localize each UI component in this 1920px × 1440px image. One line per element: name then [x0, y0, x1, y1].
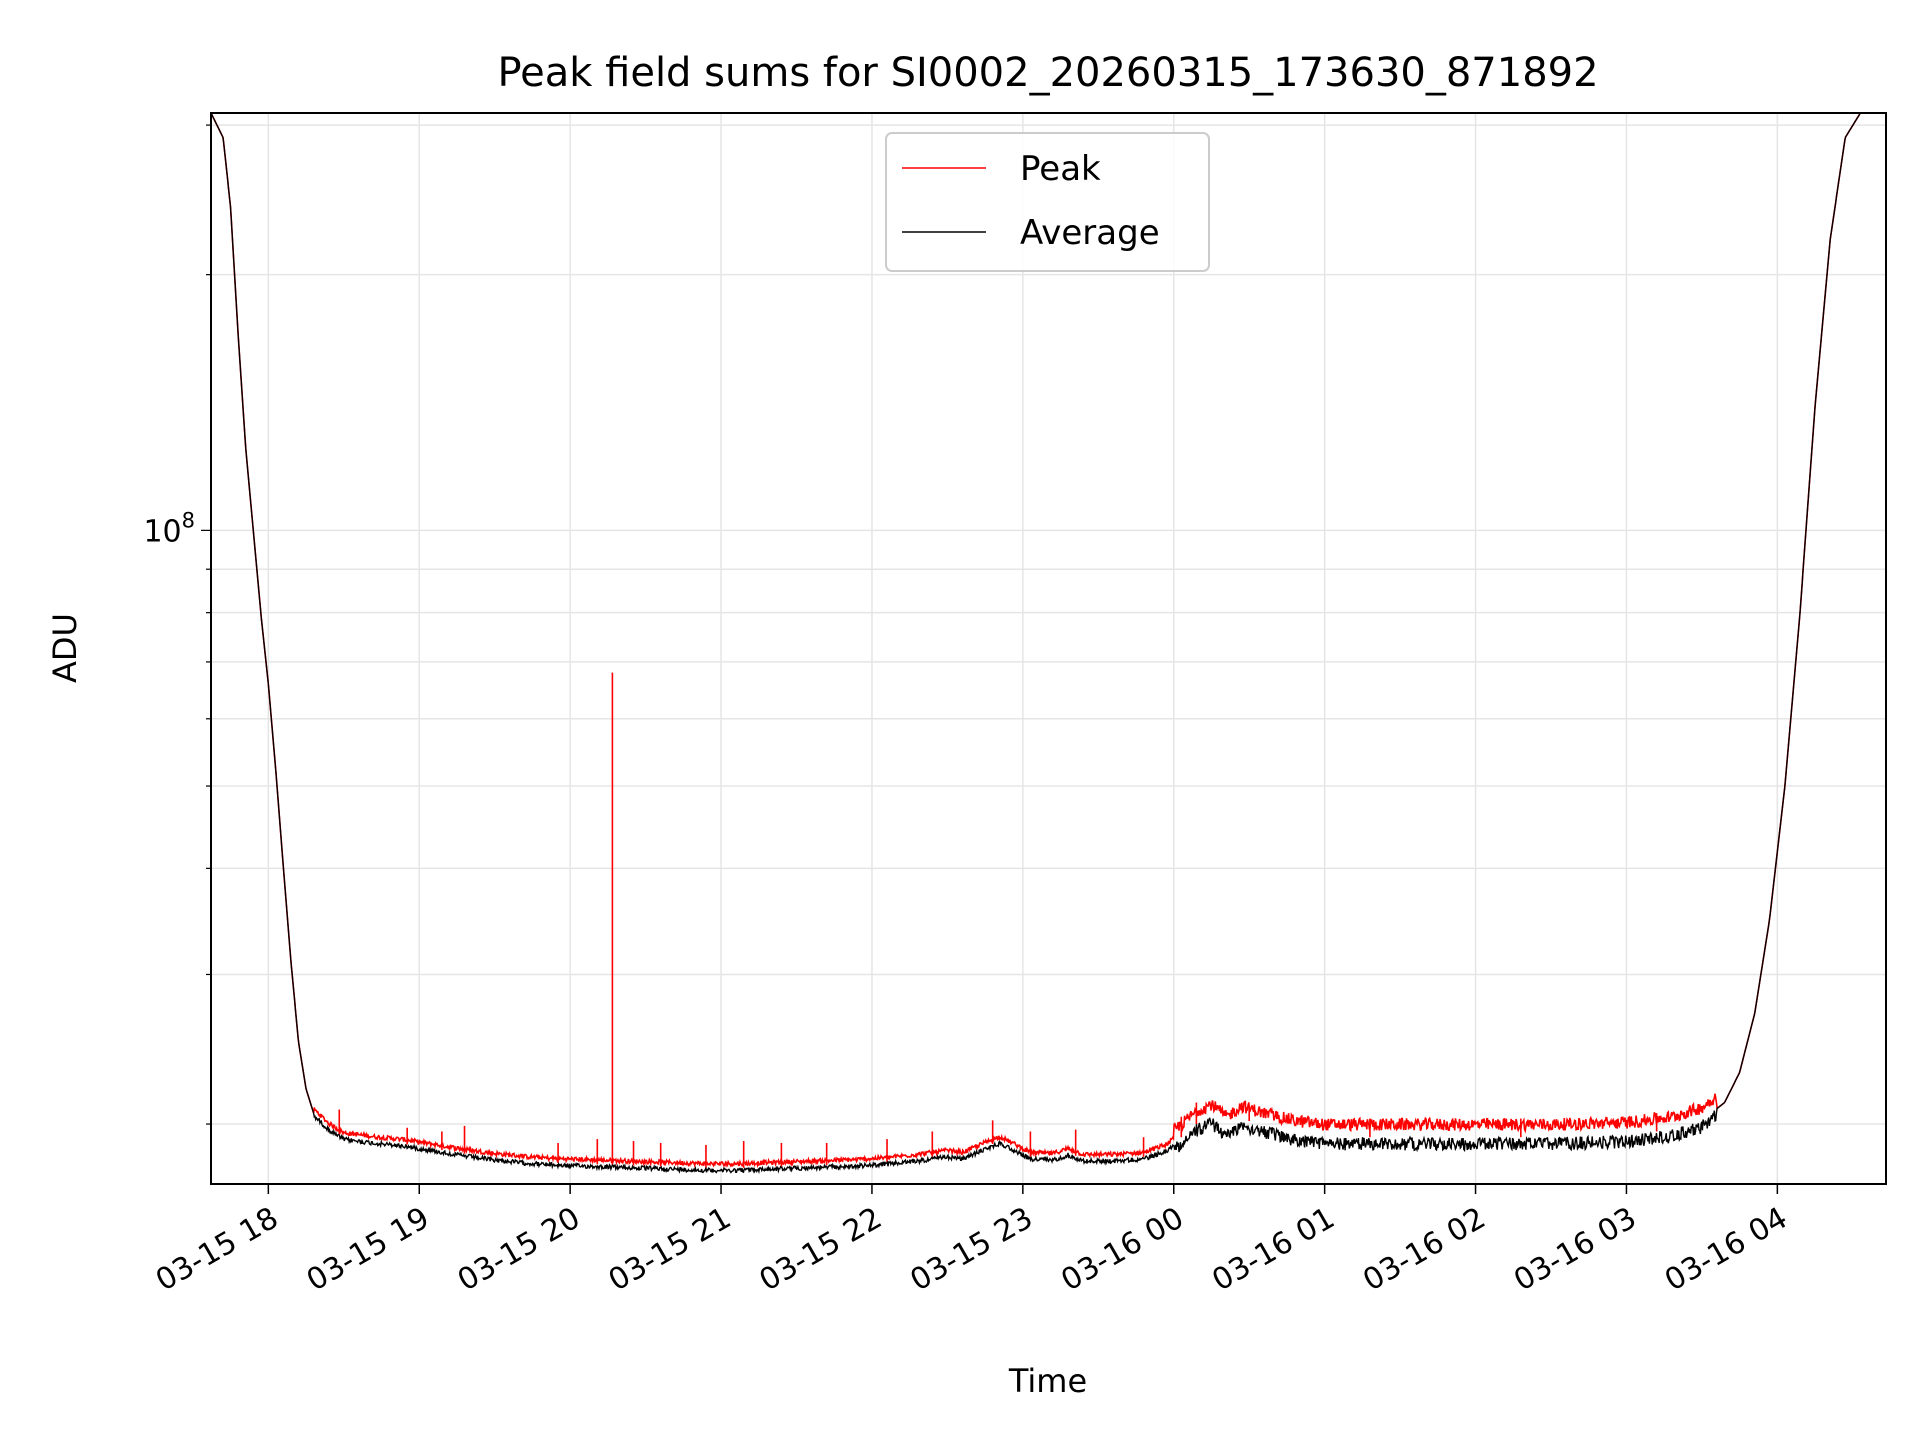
axis-ticks: 03-15 18 03-15 19 03-15 20 03-15 21 03-15 22… — [143, 124, 1793, 1299]
x-tick-label: 03-16 00 — [1055, 1201, 1189, 1299]
x-tick-label: 03-15 21 — [603, 1201, 737, 1299]
chart-title: Peak field sums for SI0002_20260315_1736… — [497, 50, 1598, 96]
x-tick-label: 03-16 01 — [1206, 1201, 1340, 1299]
x-tick-label: 03-15 18 — [150, 1201, 284, 1299]
x-tick-label: 03-16 04 — [1659, 1201, 1793, 1299]
x-tick-label: 03-15 22 — [754, 1201, 888, 1299]
legend-label-peak: Peak — [1020, 149, 1101, 189]
plot-frame — [210, 112, 1887, 1185]
y-tick-label: 108 — [143, 508, 195, 549]
legend: Peak Average — [885, 132, 1210, 272]
x-tick-label: 03-15 20 — [452, 1201, 586, 1299]
x-axis-label: Time — [1008, 1362, 1087, 1400]
series-lines — [211, 113, 1886, 1175]
x-tick-label: 03-15 19 — [301, 1201, 435, 1299]
x-tick-label: 03-16 03 — [1508, 1201, 1642, 1299]
grid — [211, 113, 1886, 1184]
legend-label-average: Average — [1020, 213, 1160, 253]
x-tick-label: 03-15 23 — [905, 1201, 1039, 1299]
peak-series-line — [211, 113, 1886, 1169]
x-tick-label: 03-16 02 — [1357, 1201, 1491, 1299]
average-series-line — [211, 113, 1886, 1175]
y-axis-label: ADU — [46, 613, 84, 683]
